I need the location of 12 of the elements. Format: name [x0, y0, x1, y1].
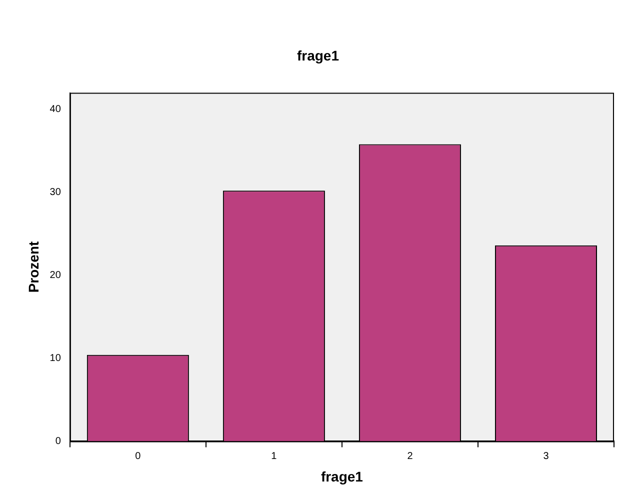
- y-axis-title: Prozent: [25, 240, 42, 293]
- y-tick-label: 40: [50, 104, 62, 116]
- y-tick-label: 0: [55, 436, 62, 447]
- y-tick-label: 30: [50, 187, 62, 198]
- x-tick-label: 3: [543, 450, 550, 462]
- y-tick-label: 20: [50, 270, 62, 282]
- x-axis-title: frage1: [320, 468, 364, 484]
- y-tick-label: 10: [50, 353, 62, 364]
- x-tick-label: 0: [135, 450, 142, 462]
- chart-title: frage1: [296, 47, 340, 64]
- x-tick-label: 2: [407, 450, 414, 462]
- x-tick-label: 1: [271, 450, 278, 462]
